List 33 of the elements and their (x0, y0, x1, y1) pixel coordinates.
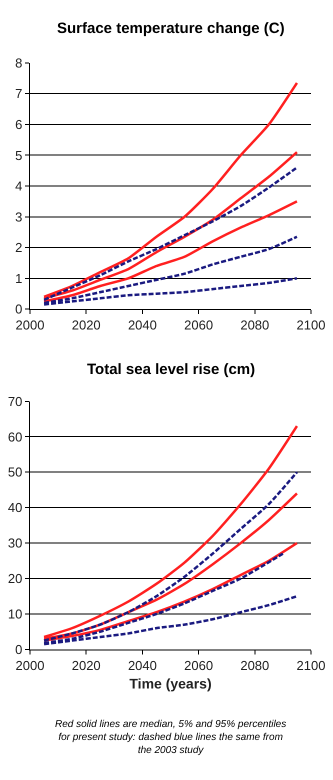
y-tick-label: 60 (8, 429, 22, 444)
y-tick-label: 8 (15, 55, 22, 70)
y-tick-label: 20 (8, 571, 22, 586)
y-tick-label: 50 (8, 464, 22, 480)
x-tick-label: 2040 (128, 318, 157, 333)
x-tick-label: 2020 (72, 318, 101, 333)
x-tick-label: 2020 (72, 658, 101, 674)
x-tick-label: 2000 (16, 658, 44, 674)
chart-title: Surface temperature change (C) (57, 20, 285, 37)
x-tick-label: 2100 (296, 658, 326, 674)
chart-title: Total sea level rise (cm) (87, 361, 256, 378)
y-tick-label: 0 (15, 642, 22, 657)
x-tick-label: 2100 (296, 318, 326, 333)
x-tick-label: 2060 (184, 318, 214, 333)
x-tick-label: 2060 (184, 658, 214, 674)
y-tick-label: 40 (8, 500, 22, 516)
y-tick-label: 6 (15, 116, 22, 132)
x-tick-label: 2080 (240, 318, 270, 333)
y-tick-label: 3 (15, 209, 22, 224)
y-tick-label: 5 (15, 148, 22, 163)
y-tick-label: 2 (15, 240, 22, 256)
y-tick-label: 7 (15, 86, 22, 102)
y-tick-label: 30 (8, 536, 22, 551)
y-tick-label: 70 (8, 394, 22, 409)
x-tick-label: 2040 (128, 658, 157, 674)
y-tick-label: 10 (8, 606, 22, 622)
y-tick-label: 4 (15, 178, 22, 194)
x-axis-title: Time (years) (129, 675, 212, 692)
y-tick-label: 0 (15, 302, 22, 317)
y-tick-label: 1 (15, 270, 22, 286)
x-tick-label: 2080 (240, 658, 270, 674)
text: Red solid lines are median, 5% and 95% percentiles for present study: dashed blue lines the same from the 2003 study (55, 719, 286, 756)
x-tick-label: 2000 (16, 318, 44, 333)
